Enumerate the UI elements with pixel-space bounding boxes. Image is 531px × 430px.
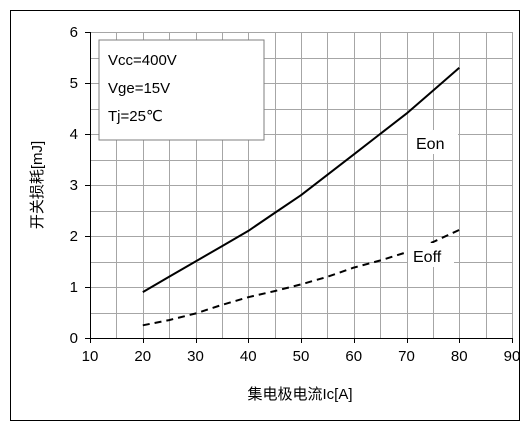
series-line-eoff [142, 228, 460, 327]
x-tick-label: 80 [451, 348, 468, 365]
x-axis-label: 集电极电流Ic[A] [247, 386, 352, 403]
y-tick-label: 4 [70, 126, 78, 143]
series-label-eoff-bg [408, 243, 454, 267]
x-tick-label: 70 [398, 348, 415, 365]
series-label-eon-bg [408, 130, 458, 154]
x-tick-label: 10 [82, 348, 99, 365]
series-label-eon: Eon [416, 136, 444, 153]
series-label-eoff: Eoff [413, 249, 442, 266]
x-tick-label: 20 [134, 348, 151, 365]
y-tick-label: 5 [70, 75, 78, 92]
conditions-box: Vcc=400V Vge=15V Tj=25℃ [98, 39, 265, 141]
condition-vge: Vge=15V [108, 80, 170, 97]
y-tick-label: 3 [70, 177, 78, 194]
series-line-eon [142, 66, 460, 293]
x-tick-label: 30 [187, 348, 204, 365]
condition-vcc: Vcc=400V [108, 52, 177, 69]
grid [90, 32, 513, 339]
x-tick-label: 40 [240, 348, 257, 365]
y-axis-label: 开关损耗[mJ] [29, 141, 46, 229]
y-tick-label: 6 [70, 24, 78, 41]
series-labels: Eon Eoff [408, 130, 458, 267]
condition-tj: Tj=25℃ [108, 108, 163, 125]
y-tick-label: 1 [70, 279, 78, 296]
conditions-box-border [98, 39, 265, 141]
series [142, 66, 460, 327]
axes: 10 20 30 40 50 60 70 80 90 0 1 2 3 4 5 6 [70, 24, 521, 365]
x-tick-label: 60 [345, 348, 362, 365]
x-tick-label: 50 [293, 348, 310, 365]
outer-border [10, 10, 520, 421]
x-tick-label: 90 [504, 348, 521, 365]
y-tick-label: 2 [70, 228, 78, 245]
y-tick-label: 0 [70, 330, 78, 347]
